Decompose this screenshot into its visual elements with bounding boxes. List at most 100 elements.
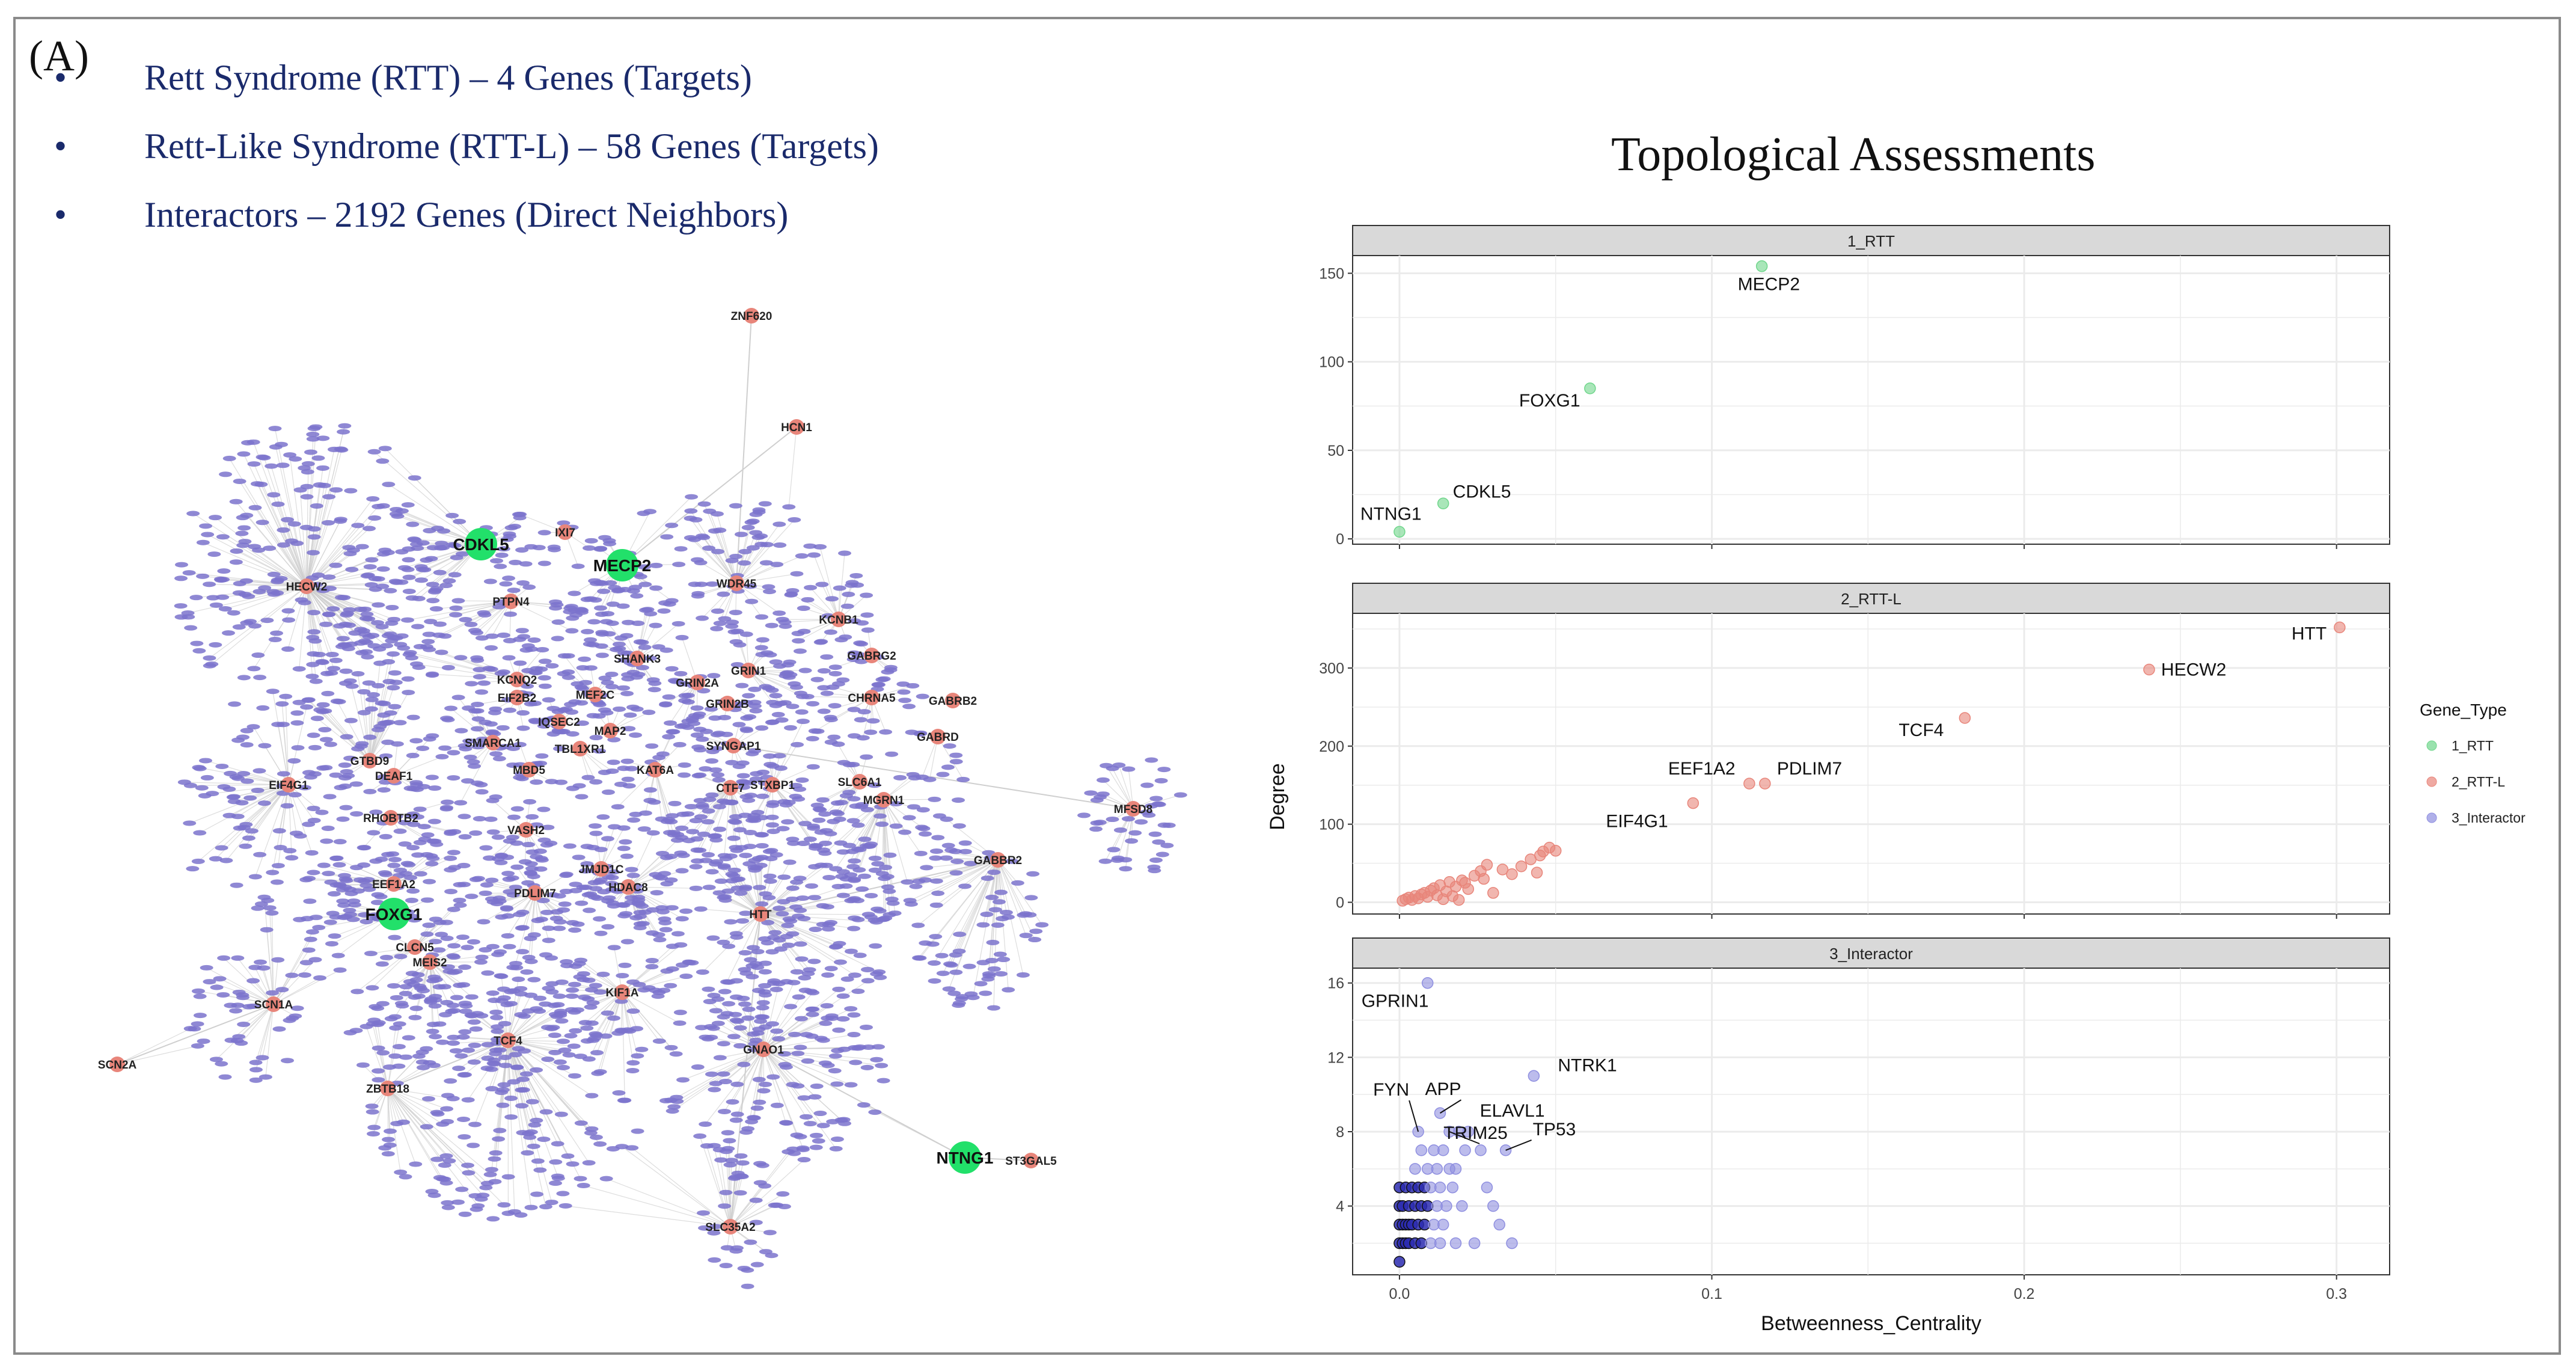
interactor-node (503, 943, 516, 949)
interactor-node (471, 726, 485, 732)
interactor-node (958, 840, 972, 846)
point-label: EEF1A2 (1668, 759, 1736, 779)
interactor-node (620, 690, 634, 696)
interactor-node (363, 734, 377, 740)
rtt-like-gene-node (765, 777, 780, 793)
gene-node-label: MECP2 (593, 556, 651, 575)
network-edge (275, 447, 307, 587)
interactor-node (554, 1111, 568, 1117)
interactor-node (596, 971, 610, 977)
interactor-node (698, 1225, 712, 1231)
interactor-node (724, 1158, 738, 1164)
interactor-node (325, 940, 338, 946)
interactor-node (316, 702, 330, 708)
interactor-node (955, 996, 968, 1002)
interactor-node (333, 623, 347, 629)
gene-node-label: SYNGAP1 (706, 740, 761, 753)
network-edge (702, 913, 761, 972)
gene-node-label: CLCN5 (396, 942, 434, 954)
interactor-node (993, 951, 1007, 957)
interactor-node (246, 439, 260, 445)
interactor-node (416, 1064, 430, 1070)
interactor-node (275, 441, 289, 447)
interactor-node (593, 916, 607, 922)
interactor-node (300, 494, 314, 500)
interactor-node (229, 559, 243, 565)
interactor-node (502, 655, 516, 661)
interactor-node (1152, 802, 1166, 808)
network-edge (730, 787, 735, 839)
interactor-node (629, 674, 643, 680)
interactor-node (952, 948, 966, 954)
interactor-node (704, 706, 718, 712)
network-edge (416, 663, 518, 680)
data-point (1487, 887, 1499, 899)
interactor-node (287, 521, 301, 527)
gene-node-label: SHANK3 (614, 653, 661, 666)
interactor-node (350, 811, 364, 817)
interactor-node (524, 959, 538, 965)
facet-plot-area (1352, 968, 2390, 1275)
interactor-node (605, 768, 619, 774)
interactor-node (481, 1055, 495, 1061)
interactor-node (441, 964, 455, 970)
interactor-node (530, 822, 543, 828)
interactor-node (756, 1000, 770, 1006)
interactor-node (755, 651, 769, 657)
interactor-node (584, 538, 598, 544)
interactor-node (568, 1073, 581, 1079)
interactor-node (790, 571, 804, 577)
interactor-node (253, 851, 267, 857)
rtt-like-gene-node (503, 594, 519, 609)
interactor-node (748, 703, 762, 709)
interactor-node (964, 991, 978, 997)
interactor-node (712, 731, 726, 737)
interactor-node (290, 1005, 304, 1011)
interactor-node (343, 1029, 357, 1035)
interactor-node (871, 860, 885, 867)
interactor-node (409, 1005, 423, 1011)
interactor-node (772, 981, 786, 987)
interactor-node (183, 820, 197, 826)
interactor-node (610, 646, 623, 652)
gene-node-label: KIF1A (606, 987, 639, 999)
interactor-node (308, 744, 322, 750)
interactor-node (242, 1004, 255, 1010)
network-edge (429, 962, 473, 998)
interactor-node (272, 1026, 286, 1032)
interactor-node (565, 628, 579, 634)
interactor-node (738, 560, 751, 566)
network-edge (306, 426, 345, 587)
interactor-node (401, 502, 415, 508)
interactor-node (693, 797, 707, 803)
interactor-node (759, 560, 773, 566)
interactor-node (551, 636, 564, 642)
interactor-node (783, 859, 797, 865)
interactor-node (405, 655, 418, 661)
interactor-node (737, 1061, 751, 1067)
interactor-node (1134, 819, 1148, 825)
network-edge (736, 583, 780, 614)
interactor-node (566, 987, 580, 993)
interactor-node (705, 758, 719, 764)
network-edge (681, 637, 698, 683)
interactor-node (507, 988, 521, 994)
interactor-node (516, 909, 530, 915)
interactor-node (503, 707, 516, 713)
interactor-node (465, 894, 479, 900)
interactor-node (458, 964, 472, 970)
interactor-node (378, 870, 391, 876)
interactor-node (366, 496, 380, 502)
network-edge (265, 1004, 274, 1078)
interactor-node (454, 800, 468, 806)
rtt-like-gene-node (521, 762, 537, 778)
interactor-node (430, 1156, 444, 1162)
interactor-node (923, 776, 937, 782)
interactor-node (729, 1117, 743, 1123)
interactor-node (358, 912, 372, 918)
interactor-node (429, 1034, 442, 1040)
interactor-node (801, 693, 815, 699)
interactor-node (423, 879, 436, 885)
interactor-node (250, 481, 264, 487)
interactor-node (357, 710, 371, 716)
